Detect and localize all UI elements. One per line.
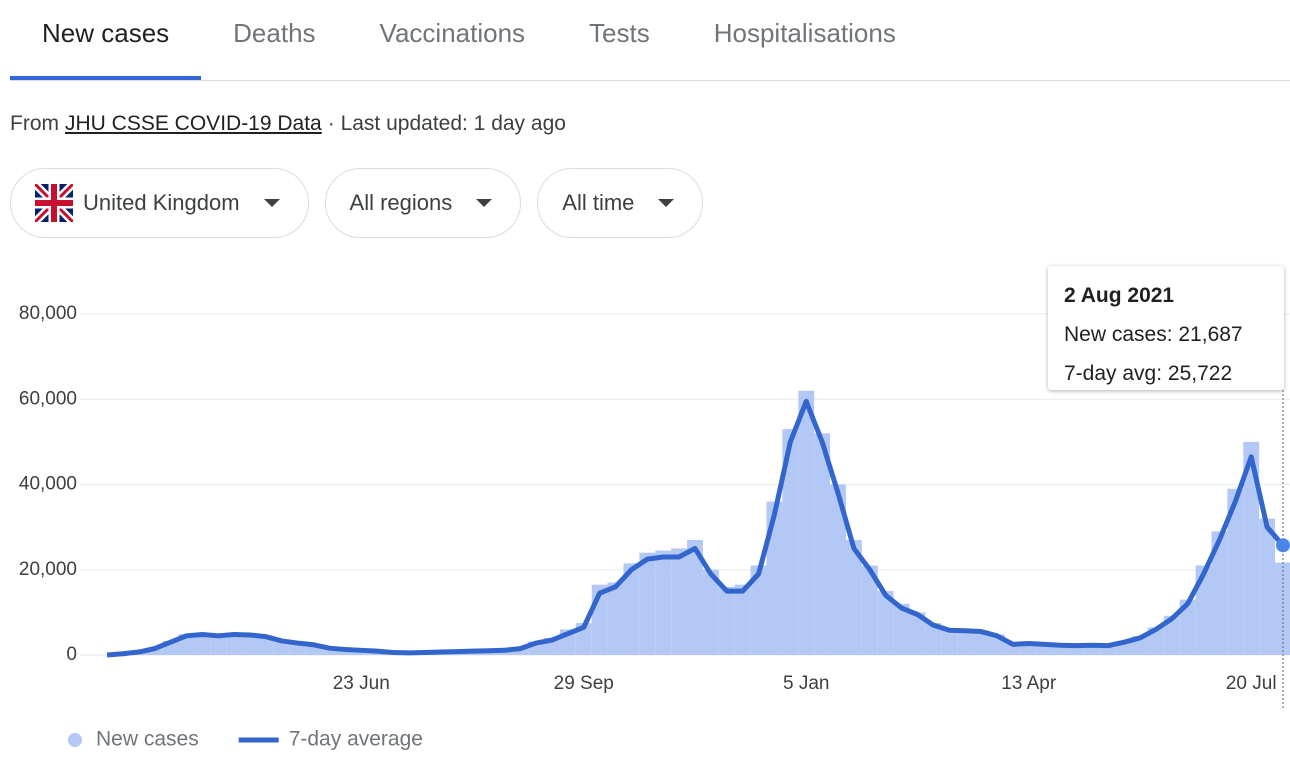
bar xyxy=(687,539,703,655)
bar xyxy=(305,644,322,655)
flag-icon xyxy=(35,184,73,222)
bar xyxy=(623,563,640,655)
bar xyxy=(655,550,672,655)
bar xyxy=(1227,488,1244,655)
source-link[interactable]: JHU CSSE COVID-19 Data xyxy=(65,112,322,135)
tab[interactable]: Vaccinations xyxy=(379,18,526,48)
tooltip-line: New cases: 21,687 xyxy=(1064,323,1243,346)
y-tick-label: 0 xyxy=(66,644,77,665)
dropdown-arrow xyxy=(658,199,675,207)
bar xyxy=(1052,644,1069,655)
source-prefix: From xyxy=(10,112,59,135)
tab[interactable]: Deaths xyxy=(233,18,316,48)
x-tick-label: 29 Sep xyxy=(554,673,614,694)
bar xyxy=(766,501,783,655)
bar xyxy=(1084,644,1101,655)
bar xyxy=(671,548,688,655)
bar xyxy=(782,429,799,655)
y-tick-label: 60,000 xyxy=(19,388,77,409)
bar xyxy=(1004,643,1021,655)
y-tick-label: 20,000 xyxy=(19,559,77,580)
bar xyxy=(845,539,862,655)
bar xyxy=(512,647,529,655)
filter-button[interactable]: All time xyxy=(537,168,704,238)
bar xyxy=(1211,531,1228,655)
bar xyxy=(257,636,274,655)
bar xyxy=(893,603,910,655)
bar xyxy=(242,634,258,655)
tooltip-title: 2 Aug 2021 xyxy=(1064,284,1175,307)
bar xyxy=(321,647,338,655)
y-tick-label: 80,000 xyxy=(19,303,77,324)
tab[interactable]: Tests xyxy=(589,18,650,48)
bar xyxy=(337,649,354,655)
average-line xyxy=(106,398,1285,658)
bar xyxy=(909,612,926,655)
bar xyxy=(1259,518,1276,655)
bar xyxy=(146,647,163,655)
bar xyxy=(861,565,878,655)
bar xyxy=(830,484,846,655)
bar xyxy=(925,623,942,655)
bar xyxy=(226,633,243,655)
x-tick-label: 23 Jun xyxy=(333,673,390,694)
legend-label: 7-day average xyxy=(289,728,423,751)
tooltip-line: 7-day avg: 25,722 xyxy=(1064,362,1233,385)
x-tick-label: 13 Apr xyxy=(1001,673,1057,694)
bar xyxy=(194,633,211,655)
bar xyxy=(1243,441,1260,655)
filters: United Kingdom All regions All time xyxy=(10,168,704,238)
bar xyxy=(941,628,958,655)
hover-point xyxy=(1276,538,1290,553)
bar xyxy=(639,552,656,655)
tooltip: 2 Aug 2021 New cases: 21,687 7-day avg: 25… xyxy=(1048,266,1284,390)
dropdown-arrow xyxy=(263,199,280,207)
x-tick-label: 20 Jul xyxy=(1226,673,1277,694)
bar xyxy=(1275,562,1290,655)
filter-label: All time xyxy=(562,190,635,215)
bar xyxy=(718,586,735,655)
x-tick-label: 5 Jan xyxy=(783,673,829,694)
bar xyxy=(1036,643,1053,655)
bar xyxy=(1100,644,1117,655)
bar xyxy=(1163,615,1180,655)
bar xyxy=(1195,565,1212,655)
bar xyxy=(877,591,894,655)
bar xyxy=(210,634,227,655)
filter-button[interactable]: All regions xyxy=(324,168,522,238)
tab[interactable]: Hospitalisations xyxy=(713,18,896,48)
source-suffix: · Last updated: 1 day ago xyxy=(327,112,566,135)
bar xyxy=(750,565,767,655)
filter-label: United Kingdom xyxy=(83,190,240,215)
bar xyxy=(1179,599,1196,655)
bar xyxy=(798,390,815,655)
filter-label: All regions xyxy=(349,190,453,215)
bar xyxy=(607,582,624,655)
source-line: From JHU CSSE COVID-19 Data · Last updated… xyxy=(10,112,566,136)
legend-swatch xyxy=(68,733,82,747)
tab[interactable]: New cases xyxy=(10,0,202,80)
filter-button[interactable]: United Kingdom xyxy=(10,168,309,238)
bar xyxy=(957,629,974,655)
legend-label: New cases xyxy=(96,728,199,751)
bar xyxy=(702,569,719,655)
bar xyxy=(1068,644,1085,655)
bar xyxy=(814,433,831,655)
tab-bar: New cases Deaths Vaccinations Tests Hospital… xyxy=(10,0,1290,81)
bar xyxy=(734,584,751,655)
dropdown-arrow xyxy=(476,199,493,207)
y-tick-label: 40,000 xyxy=(19,474,77,495)
bar xyxy=(973,630,989,655)
